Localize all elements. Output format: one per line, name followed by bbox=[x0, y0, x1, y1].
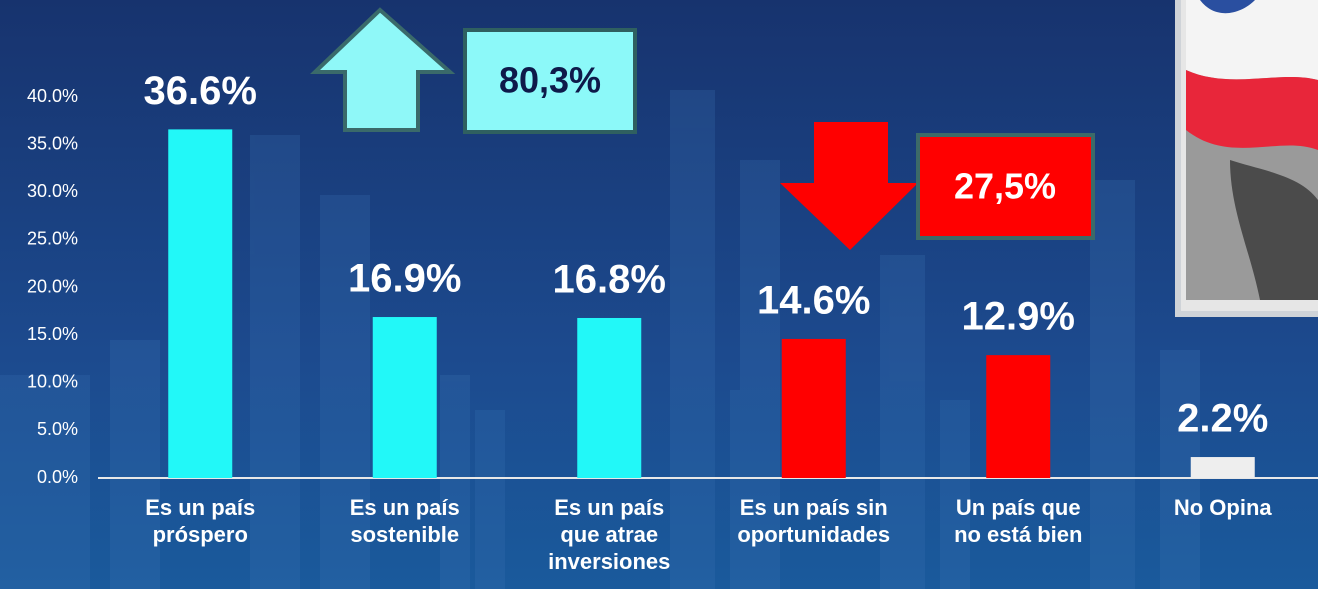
value-label: 16.8% bbox=[553, 258, 666, 302]
value-label: 14.6% bbox=[757, 278, 870, 322]
bar bbox=[577, 318, 641, 478]
y-tick-label: 10.0% bbox=[27, 372, 78, 392]
x-tick-label: Es un país sostenible bbox=[305, 494, 505, 548]
y-tick-label: 0.0% bbox=[37, 467, 78, 487]
value-label: 12.9% bbox=[962, 295, 1075, 339]
x-tick-label: Un país que no está bien bbox=[918, 494, 1118, 548]
y-tick-label: 5.0% bbox=[37, 419, 78, 439]
y-tick-label: 40.0% bbox=[27, 86, 78, 106]
x-tick-label: Es un país sin oportunidades bbox=[714, 494, 914, 548]
value-label: 36.6% bbox=[144, 69, 257, 113]
y-tick-label: 25.0% bbox=[27, 229, 78, 249]
x-tick-label: Es un país que atrae inversiones bbox=[509, 494, 709, 575]
y-tick-label: 30.0% bbox=[27, 181, 78, 201]
annotation: 80,3% bbox=[499, 60, 601, 101]
x-tick-label: No Opina bbox=[1123, 494, 1318, 521]
bar bbox=[782, 339, 846, 478]
annotation: 27,5% bbox=[954, 166, 1056, 207]
page: 80,3% 27,5% 0.0% 5.0% 10.0% 15.0% 20.0% 25.0%… bbox=[0, 0, 1318, 589]
y-tick-label: 15.0% bbox=[27, 324, 78, 344]
y-tick-label: 35.0% bbox=[27, 133, 78, 153]
x-tick-label: Es un país próspero bbox=[100, 494, 300, 548]
bar bbox=[1191, 457, 1255, 478]
bar bbox=[373, 317, 437, 478]
value-label: 16.9% bbox=[348, 257, 461, 301]
bar bbox=[986, 355, 1050, 478]
y-tick-label: 20.0% bbox=[27, 276, 78, 296]
value-label: 2.2% bbox=[1177, 397, 1268, 441]
flag-image bbox=[1178, 0, 1318, 314]
bar bbox=[168, 129, 232, 478]
